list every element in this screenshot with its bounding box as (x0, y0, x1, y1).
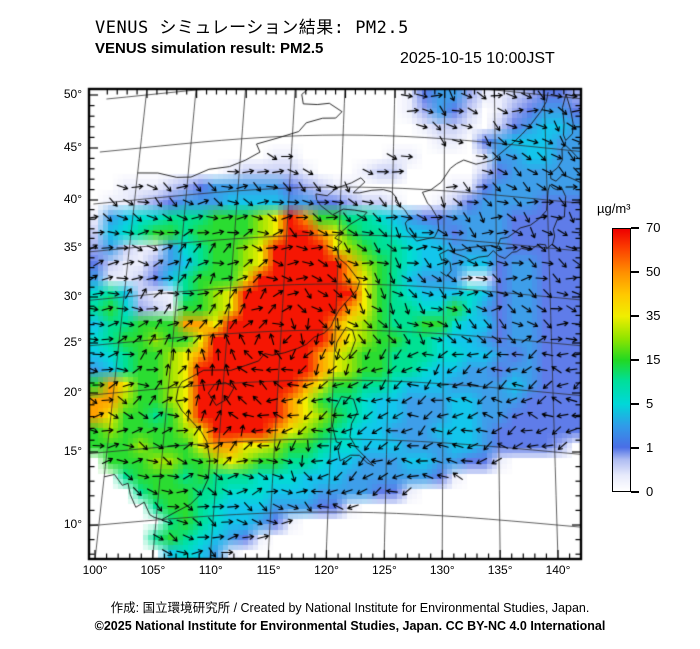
lon-tick-label: 140° (545, 563, 571, 577)
lat-tick-label: 20° (63, 385, 82, 399)
lon-tick-label: 115° (256, 563, 281, 577)
lon-tick-label: 135° (487, 563, 513, 577)
lat-tick-label: 15° (63, 444, 82, 458)
lon-tick-label: 110° (198, 563, 223, 577)
colorbar-tick-label: 15 (646, 352, 661, 367)
colorbar (612, 228, 631, 492)
colorbar-tick-mark (631, 403, 639, 405)
title-english: VENUS simulation result: PM2.5 (95, 40, 324, 57)
lon-tick-label: 120° (314, 563, 339, 577)
colorbar-tick-mark (631, 359, 639, 361)
lat-tick-label: 25° (63, 335, 82, 349)
lat-tick-label: 30° (63, 289, 82, 303)
lat-tick-label: 10° (63, 517, 82, 531)
colorbar-tick-mark (631, 271, 639, 273)
lat-tick-label: 50° (63, 87, 82, 101)
credit-line: 作成: 国立環境研究所 / Created by National Instit… (110, 601, 590, 615)
timestamp: 2025-10-15 10:00JST (400, 50, 555, 67)
colorbar-tick-mark (631, 447, 639, 449)
colorbar-tick-mark (631, 315, 639, 317)
colorbar-tick-label: 35 (646, 308, 661, 323)
colorbar-unit-label: µg/m³ (597, 201, 631, 216)
colorbar-tick-label: 50 (646, 264, 661, 279)
colorbar-tick-mark (631, 227, 639, 229)
lat-tick-label: 40° (63, 192, 82, 206)
colorbar-tick-label: 1 (646, 440, 654, 455)
lon-tick-label: 125° (371, 563, 397, 577)
license-line: ©2025 National Institute for Environment… (94, 619, 606, 633)
colorbar-tick-label: 70 (646, 220, 661, 235)
lon-tick-label: 100° (82, 563, 108, 577)
colorbar-tick-label: 0 (646, 484, 654, 499)
lon-tick-label: 105° (140, 563, 166, 577)
lat-tick-label: 45° (63, 140, 82, 154)
lat-tick-label: 35° (63, 240, 82, 254)
lon-tick-label: 130° (429, 563, 455, 577)
colorbar-tick-label: 5 (646, 396, 654, 411)
colorbar-tick-mark (631, 491, 639, 493)
title-japanese: VENUS シミュレーション結果: PM2.5 (95, 18, 409, 38)
